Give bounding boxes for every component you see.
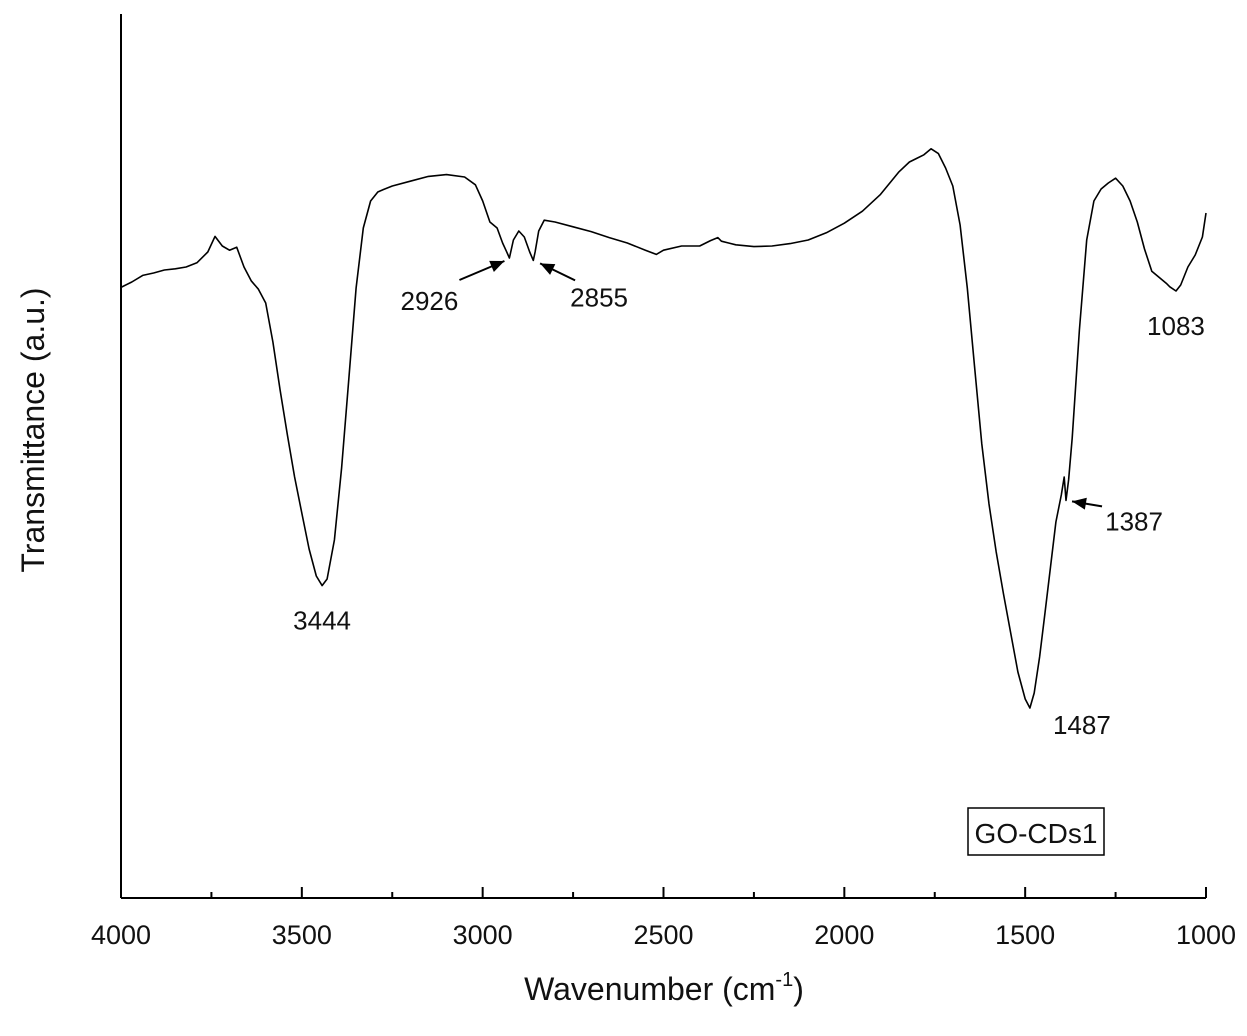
- x-tick-label: 3500: [272, 920, 332, 950]
- legend: GO-CDs1: [967, 807, 1105, 856]
- x-tick-label: 1000: [1176, 920, 1236, 950]
- peak-label: 2926: [401, 286, 459, 316]
- x-axis-title: Wavenumber (cm-1): [524, 969, 804, 1007]
- x-axis-title-superscript: -1: [775, 969, 793, 991]
- peak-label: 2855: [570, 282, 628, 312]
- plot-area: [120, 148, 1207, 709]
- spectrum-line: [120, 148, 1207, 709]
- annotation-arrow-head: [540, 263, 556, 275]
- x-axis-title-main: Wavenumber (cm: [524, 971, 775, 1007]
- x-tick-label: 3000: [453, 920, 513, 950]
- peak-label: 1387: [1105, 506, 1163, 536]
- x-tick-label: 2500: [633, 920, 693, 950]
- x-axis-title-suffix: ): [793, 971, 804, 1007]
- peak-label: 1487: [1053, 710, 1111, 740]
- x-tick-label: 2000: [814, 920, 874, 950]
- peak-label: 1083: [1147, 311, 1205, 341]
- legend-label: GO-CDs1: [975, 818, 1098, 849]
- x-tick-label: 4000: [91, 920, 151, 950]
- x-ticks: 4000 3500 3000 2500 2000 1500 1000: [91, 887, 1236, 950]
- annotation-arrow-head: [489, 260, 505, 272]
- peak-label: 3444: [293, 606, 351, 636]
- axes: 4000 3500 3000 2500 2000 1500 1000: [91, 14, 1236, 950]
- peak-annotations: 3444 2926 2855 1487 1387 1083: [293, 260, 1205, 740]
- y-axis-title: Transmittance (a.u.): [15, 287, 51, 572]
- annotation-arrow-head: [1072, 497, 1087, 510]
- x-tick-label: 1500: [995, 920, 1055, 950]
- legend-box: [967, 807, 1105, 856]
